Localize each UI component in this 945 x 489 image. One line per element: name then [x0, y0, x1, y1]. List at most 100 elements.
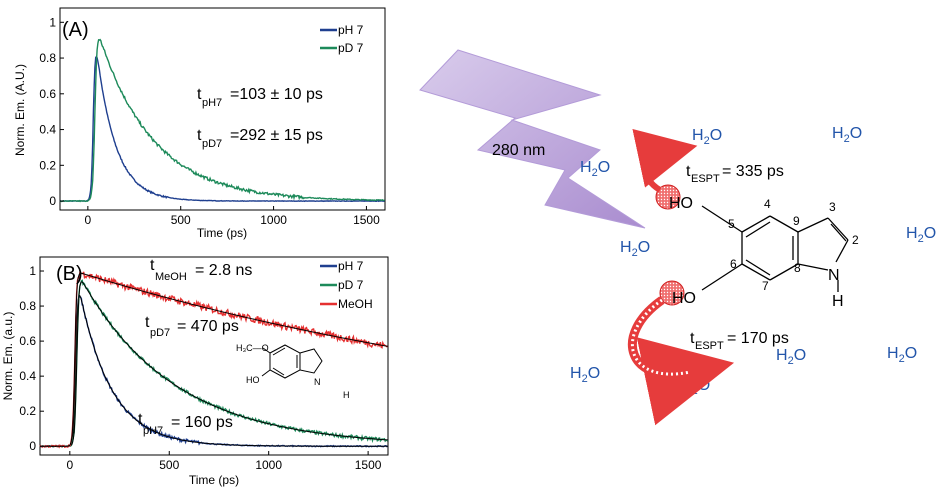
y-tick-label: 0.8	[39, 51, 56, 65]
excitation-label: 280 nm	[492, 142, 545, 159]
y-tick-label: 0.4	[19, 369, 36, 383]
fit-line-meoh	[40, 272, 388, 447]
svg-text:t: t	[145, 314, 150, 331]
series-line-pd-7	[59, 38, 385, 203]
panel-a: 0 500 1000 1500 0 0.2 0.4 0.6 0.8 1 (A) Time (ps…	[13, 7, 386, 240]
atom-ho-bottom: HO	[672, 290, 696, 307]
x-tick-label: 1500	[355, 458, 382, 472]
water-molecule-label: H2O	[580, 159, 610, 179]
svg-text:t: t	[690, 330, 695, 347]
svg-text:ESPT: ESPT	[695, 340, 724, 352]
y-tick-label: 1	[29, 264, 36, 278]
svg-text:= 2.8 ns: = 2.8 ns	[195, 262, 252, 279]
svg-text:= 335 ps: = 335 ps	[722, 163, 784, 180]
water-molecule-label: H2O	[680, 377, 710, 397]
ring-number-8: 8	[794, 261, 801, 275]
x-tick-label: 1000	[255, 458, 282, 472]
panel-b-y-ticks: 0 0.2 0.4 0.6 0.8 1	[19, 264, 44, 453]
svg-text:pD7: pD7	[202, 138, 222, 150]
panel-a-frame	[59, 7, 386, 211]
atom-n: N	[828, 267, 840, 284]
panel-b-series	[39, 271, 389, 449]
inset-pyrrole-ring	[299, 348, 323, 374]
y-tick-label: 0.6	[39, 87, 56, 101]
water-molecule-label: H2O	[776, 347, 806, 367]
indazole-structure	[701, 205, 849, 292]
y-tick-label: 0.2	[39, 158, 56, 172]
svg-text:=292 ± 15 ps: =292 ± 15 ps	[230, 127, 323, 144]
panel-b-x-axis-label: Time (ps)	[189, 473, 239, 487]
panel-a-series	[59, 38, 385, 203]
water-molecule-label: H2O	[887, 345, 917, 365]
svg-text:pD7: pD7	[150, 327, 170, 339]
svg-text:t: t	[138, 411, 143, 428]
water-molecule-label: H2O	[620, 239, 650, 259]
svg-text:t: t	[197, 127, 202, 144]
ring-number-3: 3	[829, 200, 836, 214]
espt-label-top: t ESPT = 335 ps	[686, 163, 784, 185]
legend-label-ph7: pH 7	[338, 23, 364, 37]
ring-number-7: 7	[762, 279, 769, 293]
fit-line-ph-7	[40, 294, 388, 447]
ring-number-2: 2	[852, 233, 859, 247]
x-tick-label: 1500	[353, 213, 380, 227]
x-tick-label: 500	[171, 213, 191, 227]
svg-text:ESPT: ESPT	[691, 173, 720, 185]
svg-text:t: t	[150, 257, 155, 274]
x-tick-label: 0	[85, 213, 92, 227]
panel-b: 0 500 1000 1500 0 0.2 0.4 0.6 0.8 1 (B) Time (ps…	[1, 256, 389, 487]
panel-a-label: (A)	[62, 19, 89, 41]
legend-b-label-meoh: MeOH	[338, 297, 373, 311]
legend-b-label-ph7: pH 7	[338, 259, 364, 273]
legend-label-pd7: pD 7	[338, 41, 364, 55]
panel-a-x-ticks: 0 500 1000 1500	[85, 206, 380, 227]
inset-molecule	[261, 344, 323, 379]
lightning-bolt-icon	[419, 49, 646, 229]
svg-text:= 470 ps: = 470 ps	[177, 318, 239, 335]
panel-a-legend: pH 7 pD 7	[320, 23, 364, 55]
inset-h-label: H	[343, 390, 350, 400]
panel-b-label: (B)	[56, 263, 83, 285]
x-tick-label: 500	[159, 458, 179, 472]
water-molecule-label: H2O	[906, 225, 936, 245]
svg-text:=103 ± 10 ps: =103 ± 10 ps	[230, 86, 323, 103]
espt-label-bottom: t ESPT = 170 ps	[690, 330, 789, 352]
inset-nh-label: N	[314, 377, 321, 387]
proton-transfer-arrow-top	[632, 128, 698, 193]
panel-b-y-axis-label: Norm. Em. (a.u.)	[1, 312, 15, 401]
annotation-a-ph7: t pH7 =103 ± 10 ps	[197, 86, 323, 109]
water-molecule-label: H2O	[692, 127, 722, 147]
ring-number-9: 9	[793, 214, 800, 228]
panel-a-y-ticks: 0 0.2 0.4 0.6 0.8 1	[39, 15, 64, 208]
annotation-b-pd7: t pD7 = 470 ps	[145, 314, 239, 339]
svg-text:pH7: pH7	[143, 425, 163, 437]
panel-b-x-ticks: 0 500 1000 1500	[66, 451, 382, 472]
annotation-b-ph7: t pH7 = 160 ps	[138, 411, 233, 437]
y-tick-label: 0.8	[19, 299, 36, 313]
proton-bottom-highlight	[659, 280, 685, 306]
panel-b-frame	[39, 256, 389, 456]
x-tick-label: 0	[66, 458, 73, 472]
panel-b-legend: pH 7 pD 7 MeOH	[320, 259, 373, 311]
inset-methoxy-label: H₃C—O	[236, 343, 269, 353]
svg-text:t: t	[197, 86, 202, 103]
y-tick-label: 0.4	[39, 123, 56, 137]
svg-text:= 170 ps: = 170 ps	[727, 330, 789, 347]
y-tick-label: 0.6	[19, 334, 36, 348]
inset-benzene-ring	[269, 344, 301, 379]
water-molecule-label: H2O	[570, 365, 600, 385]
atom-ho-top: HO	[669, 195, 693, 212]
panel-a-y-axis-label: Norm. Em. (A.U.)	[13, 64, 27, 156]
water-molecule-label: H2O	[832, 125, 862, 145]
ring-number-6: 6	[730, 257, 737, 271]
fit-line-pd-7	[40, 281, 388, 447]
reaction-scheme: 280 nm H2O H2O H2O H2O H2O H2O H2O H2O H2O 5 4 9	[419, 49, 936, 426]
annotation-b-meoh: t MeOH = 2.8 ns	[150, 257, 252, 283]
panel-a-x-axis-label: Time (ps)	[197, 226, 247, 240]
atom-h: H	[832, 293, 844, 310]
x-tick-label: 1000	[260, 213, 287, 227]
legend-b-label-pd7: pD 7	[338, 278, 364, 292]
y-tick-label: 0	[49, 194, 56, 208]
svg-text:pH7: pH7	[202, 97, 222, 109]
